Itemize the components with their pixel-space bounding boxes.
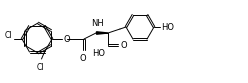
Polygon shape (96, 32, 108, 34)
Text: HO: HO (161, 22, 174, 32)
Text: O: O (120, 41, 127, 49)
Text: O: O (63, 35, 70, 43)
Text: NH: NH (91, 19, 103, 28)
Text: Cl: Cl (37, 63, 44, 72)
Text: O: O (80, 54, 86, 63)
Text: Cl: Cl (4, 31, 12, 40)
Text: HO: HO (92, 49, 105, 58)
